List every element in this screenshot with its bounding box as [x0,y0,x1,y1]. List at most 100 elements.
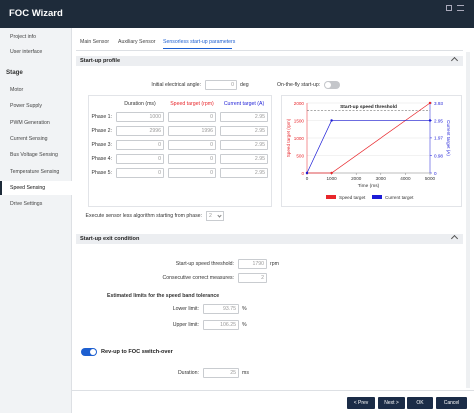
button[interactable] [378,397,405,409]
dropdown[interactable] [206,211,224,221]
dropdown-value: 2 [209,213,212,219]
sidebar-section-title: Stage [6,69,23,76]
table-input-value: 0 [210,170,213,176]
y-tick-label: 1000 [294,136,305,141]
section-header [76,56,463,66]
column-header: Speed target (rpm) [170,101,214,107]
data-point [428,101,432,105]
sidebar-item[interactable]: Temperature Sensing [10,168,60,175]
chart-panel [281,95,462,207]
unit-label: ms [242,370,249,376]
y-tick-label: 0 [301,171,304,176]
button[interactable] [436,397,467,409]
button[interactable] [347,397,375,409]
table-input-value: 2.95 [254,142,265,148]
y2-axis-label: Current target (A) [446,120,451,156]
table-input-value: 0 [210,114,213,120]
row-label: Phase 3: [91,142,112,148]
row-label: Phase 2: [91,128,112,134]
x-tick-label: 4000 [400,176,411,181]
table-input[interactable] [116,126,164,136]
legend-label: Speed target [339,195,366,200]
button-label: < Prev [353,400,369,406]
text-input[interactable] [203,368,239,378]
sidebar-item[interactable]: User interface [10,49,43,55]
toggle-switch[interactable] [324,81,340,89]
button-label: OK [416,400,424,406]
sidebar-item[interactable]: Speed Sensing [10,184,46,191]
text-input[interactable] [238,259,267,269]
sidebar [0,28,72,413]
table-input[interactable] [220,126,268,136]
field-label: Lower limit: [172,306,199,312]
sidebar-item[interactable]: PWM Generation [10,119,50,126]
y-tick-label: 2000 [294,101,305,106]
y2-tick-label: 0.98 [434,153,443,158]
tab[interactable]: Sensorless start-up parameters [163,39,236,45]
field-label: Start-up speed threshold: [175,261,234,267]
table-input-value: 2.95 [254,170,265,176]
y-tick-label: 500 [296,153,304,158]
section-header-title: Start-up profile [80,58,121,64]
table-input[interactable] [220,140,268,150]
toggle-switch[interactable] [81,348,97,356]
text-input-value: 25 [230,370,236,376]
window-control[interactable] [457,5,464,11]
sidebar-item[interactable]: Power Supply [10,103,43,110]
sidebar-item[interactable]: Project info [10,34,36,40]
sidebar-item[interactable]: Drive Settings [10,201,43,208]
window-control[interactable] [446,5,452,11]
tab[interactable]: Main Sensor [80,39,110,45]
table-input[interactable] [116,112,164,122]
text-input[interactable] [203,304,239,314]
sidebar-item[interactable]: Motor [10,87,24,93]
table-input[interactable] [168,168,216,178]
field-label: Duration: [177,370,199,376]
table-input-value: 2996 [149,128,161,134]
table-input-value: 0 [210,142,213,148]
text-input-value: 106.25 [220,322,236,328]
sidebar-item[interactable]: Current Sensing [10,135,48,142]
unit-label: rpm [270,261,279,267]
table-input[interactable] [168,126,216,136]
column-header: Current target (A) [223,101,265,107]
table-input-value: 0 [158,142,161,148]
column-header: Duration (ms) [124,101,156,107]
row-label: Phase 5: [91,170,112,176]
button-label: Cancel [443,400,460,406]
group-title: Estimated limits for the speed band tole… [107,293,220,299]
y2-tick-label: 1.97 [434,136,443,141]
text-input-value: 2 [261,275,264,281]
data-point [428,119,432,122]
table-input-value: 0 [158,170,161,176]
button[interactable] [407,397,433,409]
tab-divider [76,50,463,51]
title-bar [0,0,474,28]
x-tick-label: 1000 [326,176,337,181]
table-input[interactable] [220,168,268,178]
y2-tick-label: 2.95 [434,118,443,123]
text-input[interactable] [205,80,237,90]
text-input-value: 0 [231,82,234,88]
unit-label: deg [240,82,249,88]
table-input[interactable] [220,112,268,122]
tab[interactable]: Auxiliary Sensor [118,39,156,45]
row-label: Phase 1: [91,114,112,120]
table-input[interactable] [168,140,216,150]
table-input[interactable] [116,168,164,178]
unit-label: % [242,322,247,328]
text-input[interactable] [203,320,239,330]
scrollbar[interactable] [466,52,470,388]
table-input[interactable] [168,154,216,164]
table-input[interactable] [116,140,164,150]
table-input[interactable] [116,154,164,164]
text-input[interactable] [238,273,267,283]
toggle-switch-knob [90,349,96,355]
table-input[interactable] [220,154,268,164]
sidebar-item[interactable]: Bus Voltage Sensing [10,152,58,159]
row-label: Phase 4: [91,156,112,162]
x-axis-label: Time (ms) [358,183,380,189]
table-input[interactable] [168,112,216,122]
section-header [76,234,463,244]
